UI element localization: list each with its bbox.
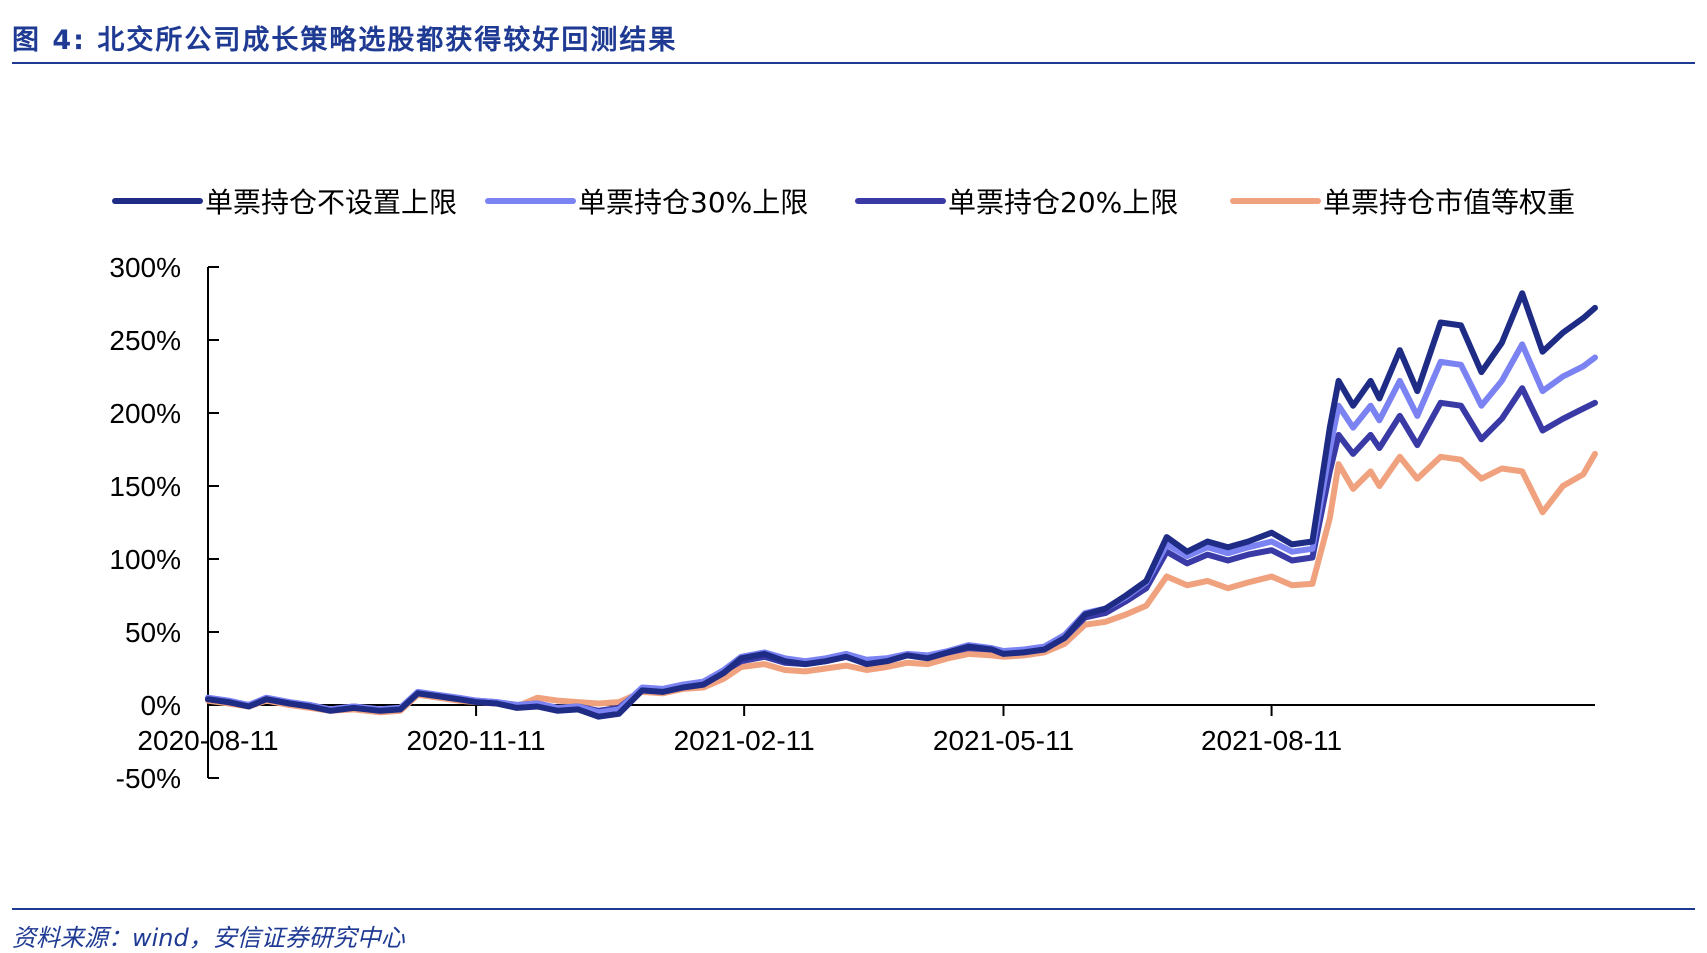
legend-item-3: 单票持仓20%上限 (855, 186, 1178, 219)
legend-label: 单票持仓30%上限 (578, 186, 808, 219)
bottom-rule (12, 908, 1695, 910)
legend-label: 单票持仓不设置上限 (205, 186, 457, 219)
x-tick-label: 2020-11-11 (407, 725, 546, 756)
x-tick-label: 2021-08-11 (1201, 725, 1342, 756)
series-line-1 (205, 290, 1598, 720)
x-tick-label: 2021-02-11 (674, 725, 815, 756)
source-note: 资料来源：wind，安信证券研究中心 (12, 924, 405, 952)
axes: -50% 0% 50% 100% 150% 200% 250% 300% 2020-08-11 2… (109, 252, 1595, 794)
legend-label: 单票持仓20%上限 (948, 186, 1178, 219)
series-layer (205, 290, 1598, 720)
y-tick-label: 0% (141, 690, 181, 721)
y-tick-label: 150% (109, 471, 181, 502)
legend-label: 单票持仓市值等权重 (1323, 186, 1575, 219)
y-tick-label: 100% (109, 544, 181, 575)
y-tick-label: 250% (109, 325, 181, 356)
legend-item-4: 单票持仓市值等权重 (1230, 186, 1575, 219)
legend-item-2: 单票持仓30%上限 (485, 186, 808, 219)
x-tick-label: 2021-05-11 (933, 725, 1074, 756)
y-tick-label: 50% (125, 617, 181, 648)
y-tick-label: 300% (109, 252, 181, 283)
legend: 单票持仓不设置上限 单票持仓30%上限 单票持仓20%上限 单票持仓市值等权重 (112, 186, 1575, 219)
y-tick-label: 200% (109, 398, 181, 429)
x-tick-label: 2020-08-11 (137, 725, 278, 756)
y-tick-label: -50% (116, 763, 181, 794)
top-rule (12, 62, 1695, 64)
figure-title: 图 4: 北交所公司成长策略选股都获得较好回测结果 (12, 25, 678, 56)
legend-item-1: 单票持仓不设置上限 (112, 186, 457, 219)
series-line-4 (205, 450, 1598, 716)
